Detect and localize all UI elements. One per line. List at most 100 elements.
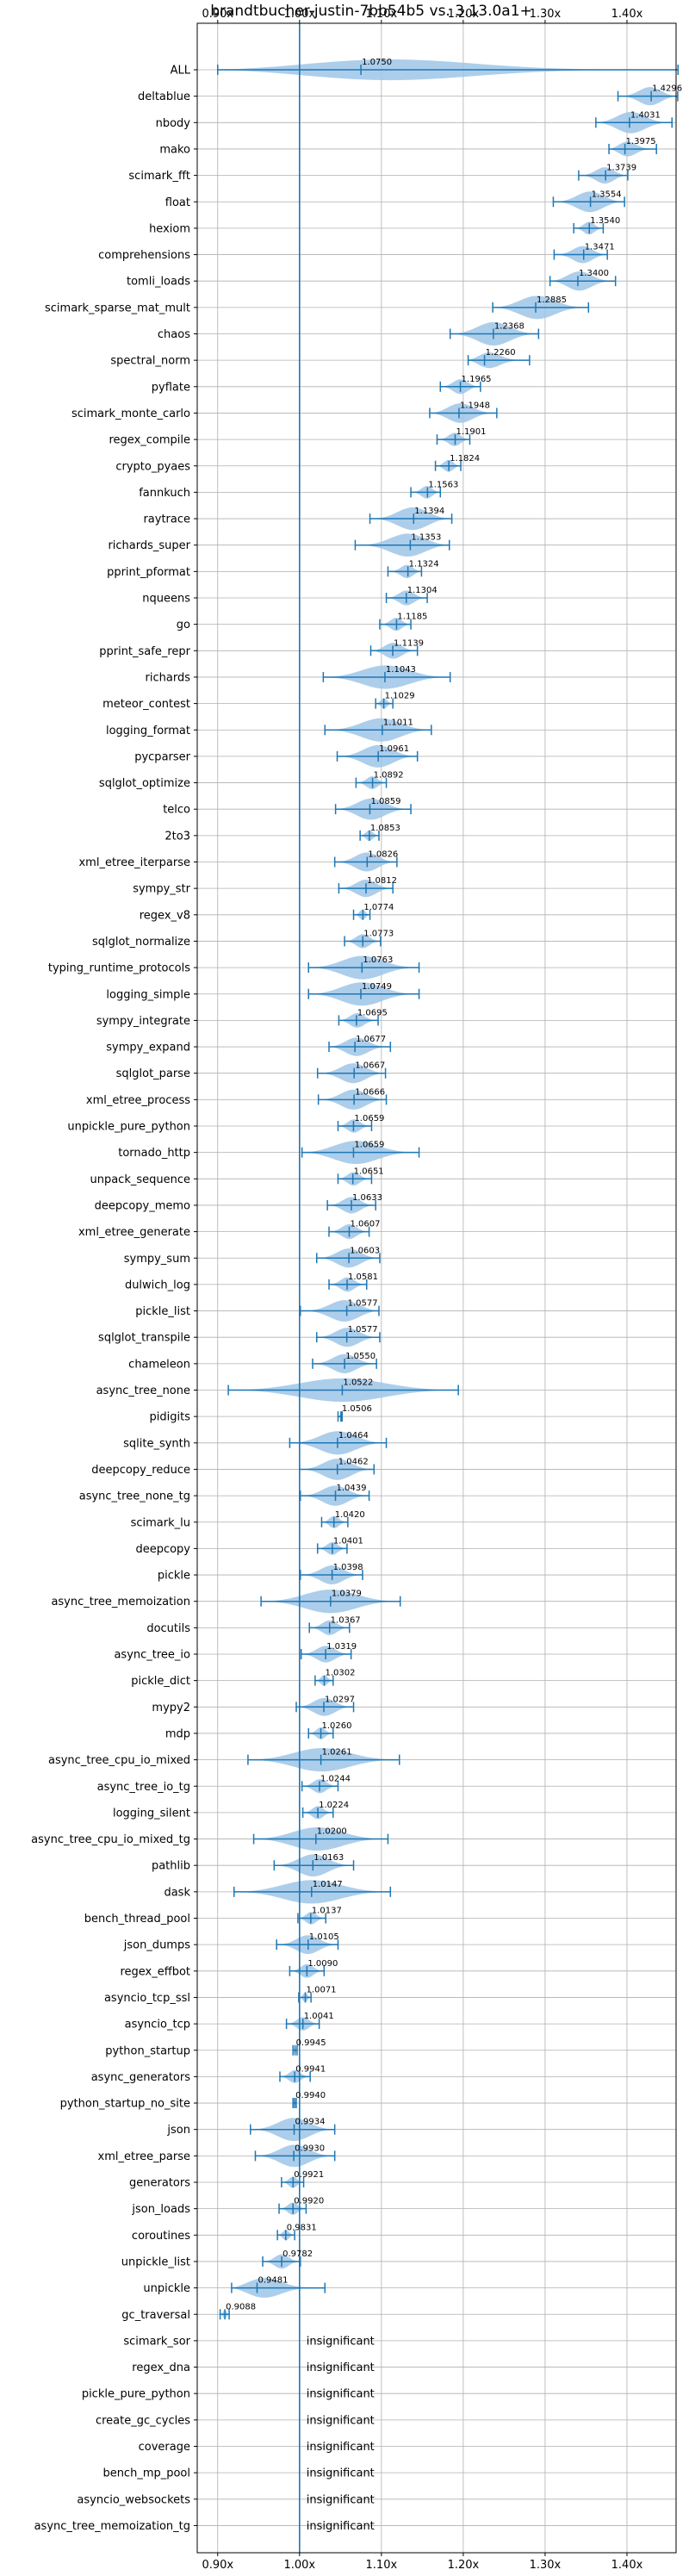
value-label: 1.0577 (348, 1299, 378, 1309)
value-label: 1.0666 (355, 1087, 385, 1097)
category-label: unpack_sequence (90, 1173, 190, 1186)
category-label: telco (163, 804, 190, 817)
value-label: 0.9831 (287, 2223, 317, 2232)
category-label: mako (159, 143, 190, 156)
category-label: create_gc_cycles (96, 2414, 190, 2427)
value-label: 1.1043 (386, 665, 416, 675)
value-label: 1.1965 (462, 375, 492, 384)
category-label: asyncio_tcp (125, 2019, 190, 2032)
category-label: chameleon (128, 1358, 190, 1371)
value-label: 1.0439 (337, 1484, 367, 1493)
label-layer: 1.0750 1.4296 1.4031 1.3975 1.3739 1.3554 1.35… (226, 58, 682, 2533)
x-tick-label-top: 1.10x (366, 8, 398, 21)
value-label: 1.0961 (379, 744, 409, 754)
value-label: 1.0200 (317, 1827, 347, 1837)
category-label: deepcopy (135, 1543, 190, 1556)
category-label: python_startup_no_site (60, 2098, 190, 2111)
category-label: sqlglot_transpile (98, 1332, 190, 1345)
category-label: sympy_sum (124, 1253, 190, 1266)
value-label: 1.0853 (370, 824, 400, 833)
category-label: nbody (156, 117, 191, 130)
value-label: 1.0319 (326, 1642, 357, 1652)
value-label: 1.0105 (309, 1932, 339, 1942)
value-label: 0.9940 (295, 2091, 326, 2100)
category-label: json_dumps (123, 1939, 190, 1952)
category-label: xml_etree_generate (78, 1226, 190, 1239)
value-label: 1.0420 (335, 1510, 365, 1520)
category-label: dulwich_log (125, 1279, 190, 1291)
value-label: 1.3540 (590, 216, 620, 226)
category-label: async_tree_memoization_tg (34, 2520, 190, 2533)
category-label: docutils (146, 1622, 190, 1635)
value-label: 1.0462 (338, 1457, 369, 1466)
value-label: 0.9920 (294, 2197, 324, 2206)
category-label: regex_v8 (140, 909, 190, 922)
category-label: hexiom (149, 222, 190, 235)
category-label: async_tree_io_tg (97, 1781, 190, 1794)
grid-layer (197, 23, 676, 2553)
category-label: xml_etree_process (86, 1094, 190, 1107)
insignificant-label: insignificant (307, 2520, 375, 2533)
category-label: xml_etree_parse (98, 2150, 190, 2163)
category-label: json (166, 2124, 190, 2137)
x-tick-label-bottom: 1.00x (283, 2559, 315, 2572)
category-label: bench_mp_pool (102, 2467, 190, 2480)
category-label: asyncio_tcp_ssl (104, 1992, 190, 2005)
category-label: deepcopy_reduce (91, 1464, 190, 1477)
value-label: 1.0812 (367, 876, 397, 886)
value-label: 1.1324 (409, 559, 439, 569)
value-label: 1.1901 (456, 427, 486, 437)
category-label: mypy2 (152, 1702, 190, 1714)
category-label: richards (146, 671, 191, 684)
category-label: logging_silent (113, 1807, 190, 1820)
value-label: 1.0667 (355, 1061, 385, 1071)
insignificant-label: insignificant (307, 2335, 375, 2348)
value-label: 1.3975 (626, 137, 656, 146)
value-label: 1.2368 (494, 322, 525, 332)
category-label: tornado_http (118, 1147, 190, 1160)
value-label: 1.0071 (307, 1985, 337, 1994)
value-label: 1.0302 (326, 1669, 356, 1678)
x-tick-label-bottom: 0.90x (202, 2559, 233, 2572)
category-label: pickle_pure_python (82, 2388, 190, 2401)
value-label: 1.1139 (394, 638, 424, 648)
value-label: 1.0506 (342, 1404, 372, 1414)
value-label: 1.0398 (333, 1563, 363, 1572)
value-label: 1.2260 (486, 348, 516, 358)
value-label: 0.9930 (295, 2144, 325, 2153)
value-label: 1.0550 (345, 1352, 376, 1361)
value-label: 1.0137 (312, 1907, 342, 1916)
category-label: regex_effbot (120, 1965, 190, 1978)
value-label: 1.0859 (370, 797, 400, 806)
category-label: richards_super (108, 539, 190, 552)
value-label: 1.0041 (304, 2012, 334, 2021)
value-label: 1.0090 (307, 1959, 338, 1969)
value-label: 1.0749 (362, 982, 392, 992)
category-label: sympy_expand (106, 1042, 190, 1055)
value-label: 1.1353 (411, 533, 441, 543)
value-label: 0.9921 (294, 2170, 324, 2180)
category-label: pycparser (134, 750, 190, 763)
category-label: pickle (158, 1570, 190, 1583)
value-label: 1.0163 (313, 1853, 344, 1863)
value-label: 1.3554 (592, 190, 622, 199)
category-label: crypto_pyaes (115, 460, 190, 473)
value-label: 1.0633 (352, 1193, 382, 1203)
value-label: 1.1563 (428, 480, 458, 489)
chart-title: brandtbucher-justin-7bb54b5 vs. 3.13.0a1… (210, 3, 532, 20)
value-label: 1.0774 (363, 903, 394, 912)
x-tick-label-bottom: 1.20x (448, 2559, 480, 2572)
value-label: 1.0224 (319, 1801, 349, 1810)
value-label: 1.0244 (320, 1774, 351, 1783)
value-label: 1.0261 (322, 1748, 352, 1758)
category-label: comprehensions (98, 249, 190, 262)
value-label: 1.1011 (383, 718, 413, 727)
category-label: dask (164, 1886, 190, 1899)
value-label: 1.1948 (460, 401, 490, 410)
category-label: deepcopy_memo (95, 1199, 190, 1212)
category-label: unpickle_list (121, 2256, 190, 2268)
value-label: 1.0651 (354, 1167, 384, 1176)
category-label: async_generators (91, 2071, 191, 2084)
value-label: 1.1304 (407, 586, 438, 595)
